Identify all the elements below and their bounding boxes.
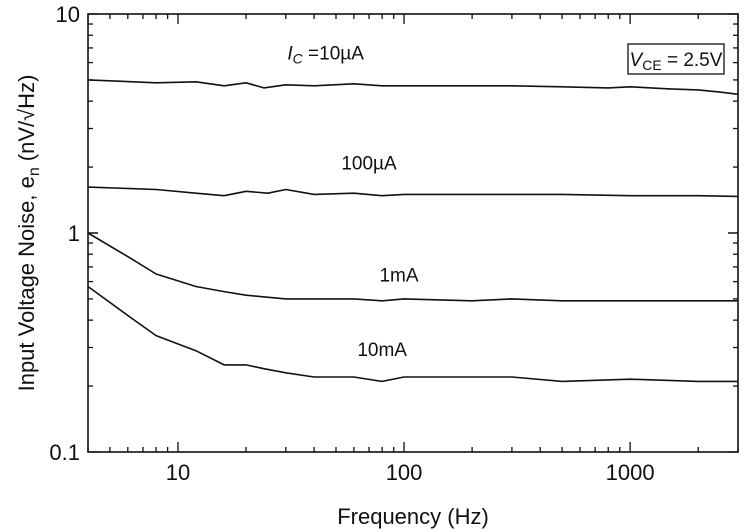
tick-labels: 10 100 1000 0.1 1 10 bbox=[49, 2, 654, 485]
series-lines bbox=[87, 79, 739, 383]
y-axis-title-subscript: n bbox=[26, 167, 43, 176]
tick-marks bbox=[87, 13, 739, 453]
series-label-rest: =10µA bbox=[303, 43, 364, 64]
annotation-text: VCE = 2.5V bbox=[630, 50, 723, 73]
plot-frame bbox=[87, 13, 739, 453]
series-labels: IC =10µA 100µA 1mA 10mA bbox=[287, 43, 418, 360]
annotation-rest: = 2.5V bbox=[662, 50, 723, 71]
series-line-0 bbox=[87, 79, 739, 96]
series-label-main: 1mA bbox=[379, 266, 418, 287]
x-tick-label: 1000 bbox=[606, 460, 655, 485]
y-tick-label: 1 bbox=[68, 221, 80, 246]
x-tick-label: 100 bbox=[386, 460, 423, 485]
annotation-box bbox=[627, 43, 725, 75]
series-label-1: 100µA bbox=[341, 153, 397, 174]
series-label-2: 1mA bbox=[379, 266, 418, 287]
y-tick-label: 10 bbox=[56, 2, 80, 27]
series-line-2 bbox=[87, 232, 738, 302]
x-axis-title: Frequency (Hz) bbox=[337, 504, 489, 529]
series-line-3 bbox=[87, 285, 738, 383]
series-line-1 bbox=[87, 186, 739, 198]
series-label-subscript: C bbox=[293, 50, 304, 66]
vce-annotation: VCE = 2.5V bbox=[627, 43, 725, 75]
y-axis-title-main: Input Voltage Noise, e bbox=[14, 176, 39, 391]
series-label-main: 10mA bbox=[357, 340, 407, 361]
series-label-main: I bbox=[287, 43, 293, 64]
series-label-0: IC =10µA bbox=[287, 43, 364, 66]
series-label-3: 10mA bbox=[357, 340, 407, 361]
y-axis-title-unit: (nV/√Hz) bbox=[14, 75, 39, 162]
annotation-subscript: CE bbox=[642, 57, 661, 73]
annotation-main: V bbox=[630, 50, 645, 71]
x-tick-label: 10 bbox=[166, 460, 190, 485]
y-axis-title: Input Voltage Noise, en (nV/√Hz) bbox=[14, 75, 43, 392]
series-label-main: 100µA bbox=[341, 153, 397, 174]
y-tick-label: 0.1 bbox=[49, 440, 80, 465]
